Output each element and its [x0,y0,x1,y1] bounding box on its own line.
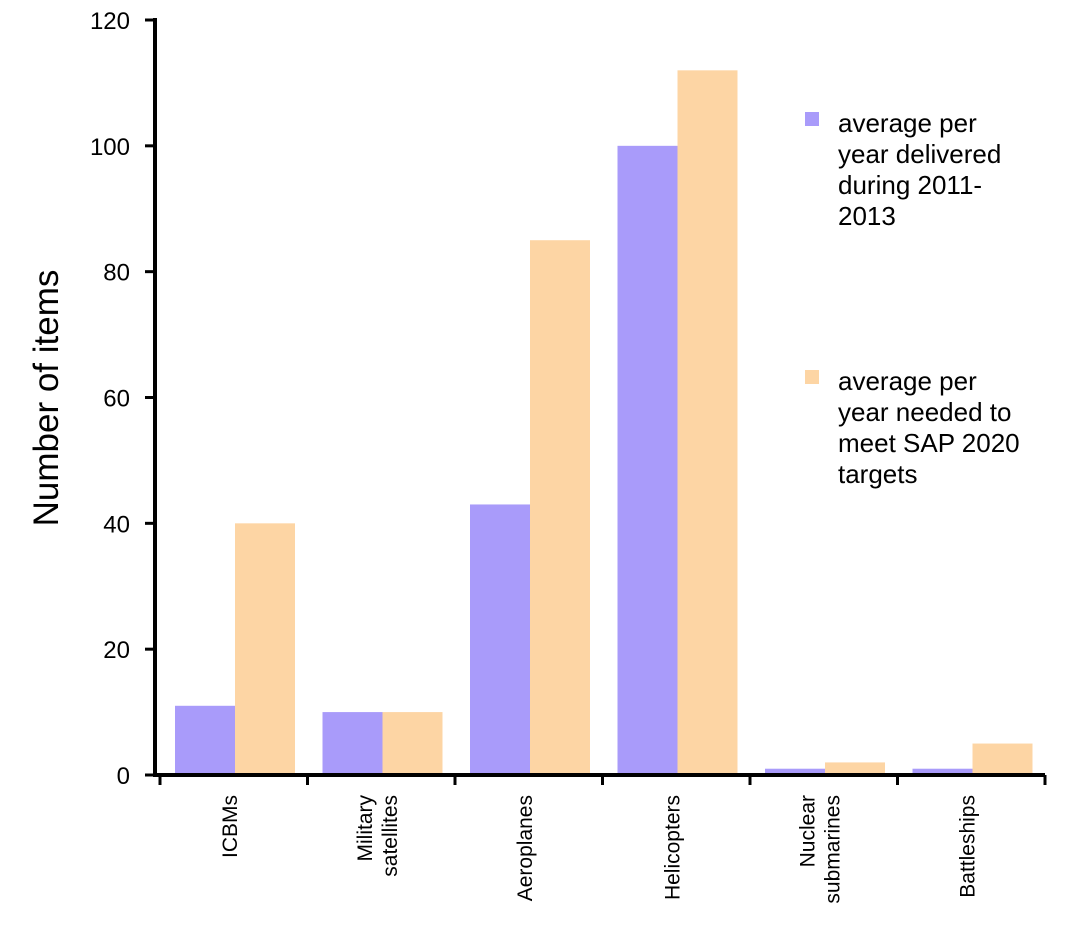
bar-series-1-0 [175,705,235,775]
y-tick-label: 120 [90,8,130,35]
y-tick-label: 60 [103,386,130,413]
x-tick-label: Battleships [956,795,979,898]
legend-label-line: year delivered [838,139,1001,169]
x-tick-label: Aeroplanes [514,795,537,901]
legend-label-line: meet SAP 2020 [838,428,1020,458]
y-tick-label: 100 [90,134,130,161]
bar-series-2-4 [825,762,885,775]
x-tick-label: ICBMs [219,795,242,858]
x-tick-label-line: submarines [821,795,844,904]
x-tick-label: Nuclear submarines [796,795,844,904]
legend-label-line: targets [838,459,918,489]
x-tick-label-line: Helicopters [661,795,684,900]
x-tick-label: Helicopters [661,795,684,900]
x-tick-label-line: Aeroplanes [514,795,537,901]
bars-group [175,70,1033,776]
x-tick-label-line: Nuclear [796,795,819,867]
bar-series-1-1 [322,712,383,775]
bar-series-2-1 [382,712,443,775]
y-ticks-group: 0 20 40 60 80 100 120 [90,8,155,790]
x-tick-label: Military satellites [354,795,402,877]
x-tick-label-line: Battleships [956,795,979,898]
bar-series-2-2 [530,240,590,776]
legend-label-line: average per [838,366,977,396]
bar-series-1-4 [765,768,825,775]
bar-series-2-5 [972,743,1033,775]
bar-series-1-2 [470,504,530,775]
bar-series-1-5 [912,768,973,775]
y-axis-label: Number of items [27,270,66,527]
legend-label-line: year needed to [838,397,1011,427]
y-tick-label: 40 [103,511,130,538]
y-tick-label: 80 [103,260,130,287]
y-tick-label: 0 [117,763,130,790]
legend-swatch [805,370,819,384]
bar-series-2-0 [235,523,295,775]
bar-series-1-3 [617,145,678,776]
x-tick-label-line: ICBMs [219,795,242,858]
legend-label-line: during 2011- [838,170,982,200]
bar-series-2-3 [677,70,738,776]
legend-label-line: average per [838,108,977,138]
x-labels-group: ICBMs Military satellites Aeroplanes Helicop… [158,775,1047,904]
y-tick-label: 20 [103,637,130,664]
x-tick-label-line: satellites [379,795,402,877]
x-tick-label-line: Military [354,795,377,862]
legend-label-line: 2013 [838,201,896,231]
legend-swatch [805,112,819,126]
